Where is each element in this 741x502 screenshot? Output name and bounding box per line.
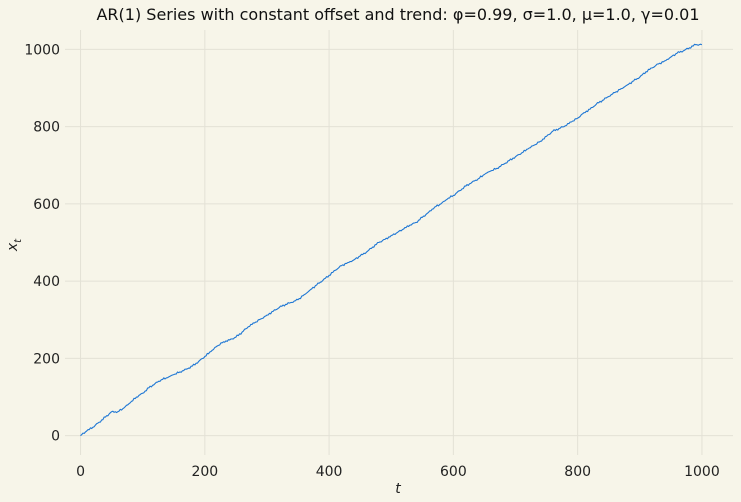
x-tick-label: 400	[316, 464, 343, 480]
x-tick-label: 0	[76, 464, 85, 480]
y-tick-label: 1000	[24, 42, 60, 58]
x-tick-label: 1000	[684, 464, 720, 480]
x-tick-label: 200	[191, 464, 218, 480]
chart-title: AR(1) Series with constant offset and tr…	[96, 5, 699, 24]
x-tick-label: 800	[564, 464, 591, 480]
y-axis-label-base: x	[5, 242, 21, 252]
y-axis-label: xt	[5, 238, 24, 252]
series-layer	[80, 43, 703, 437]
y-tick-label: 400	[33, 274, 60, 290]
x-tick-label: 600	[440, 464, 467, 480]
y-tick-label: 200	[33, 351, 60, 367]
x-axis-label: t	[395, 481, 401, 497]
y-tick-label: 0	[51, 429, 60, 445]
gridlines	[65, 30, 733, 455]
y-tick-label: 800	[33, 120, 60, 136]
tick-labels: 0 200 400 600 800 1000 0 200 400 600 800 1000	[24, 42, 719, 480]
series-line	[80, 43, 703, 437]
y-axis-label-subscript: t	[13, 238, 24, 243]
y-tick-label: 600	[33, 197, 60, 213]
